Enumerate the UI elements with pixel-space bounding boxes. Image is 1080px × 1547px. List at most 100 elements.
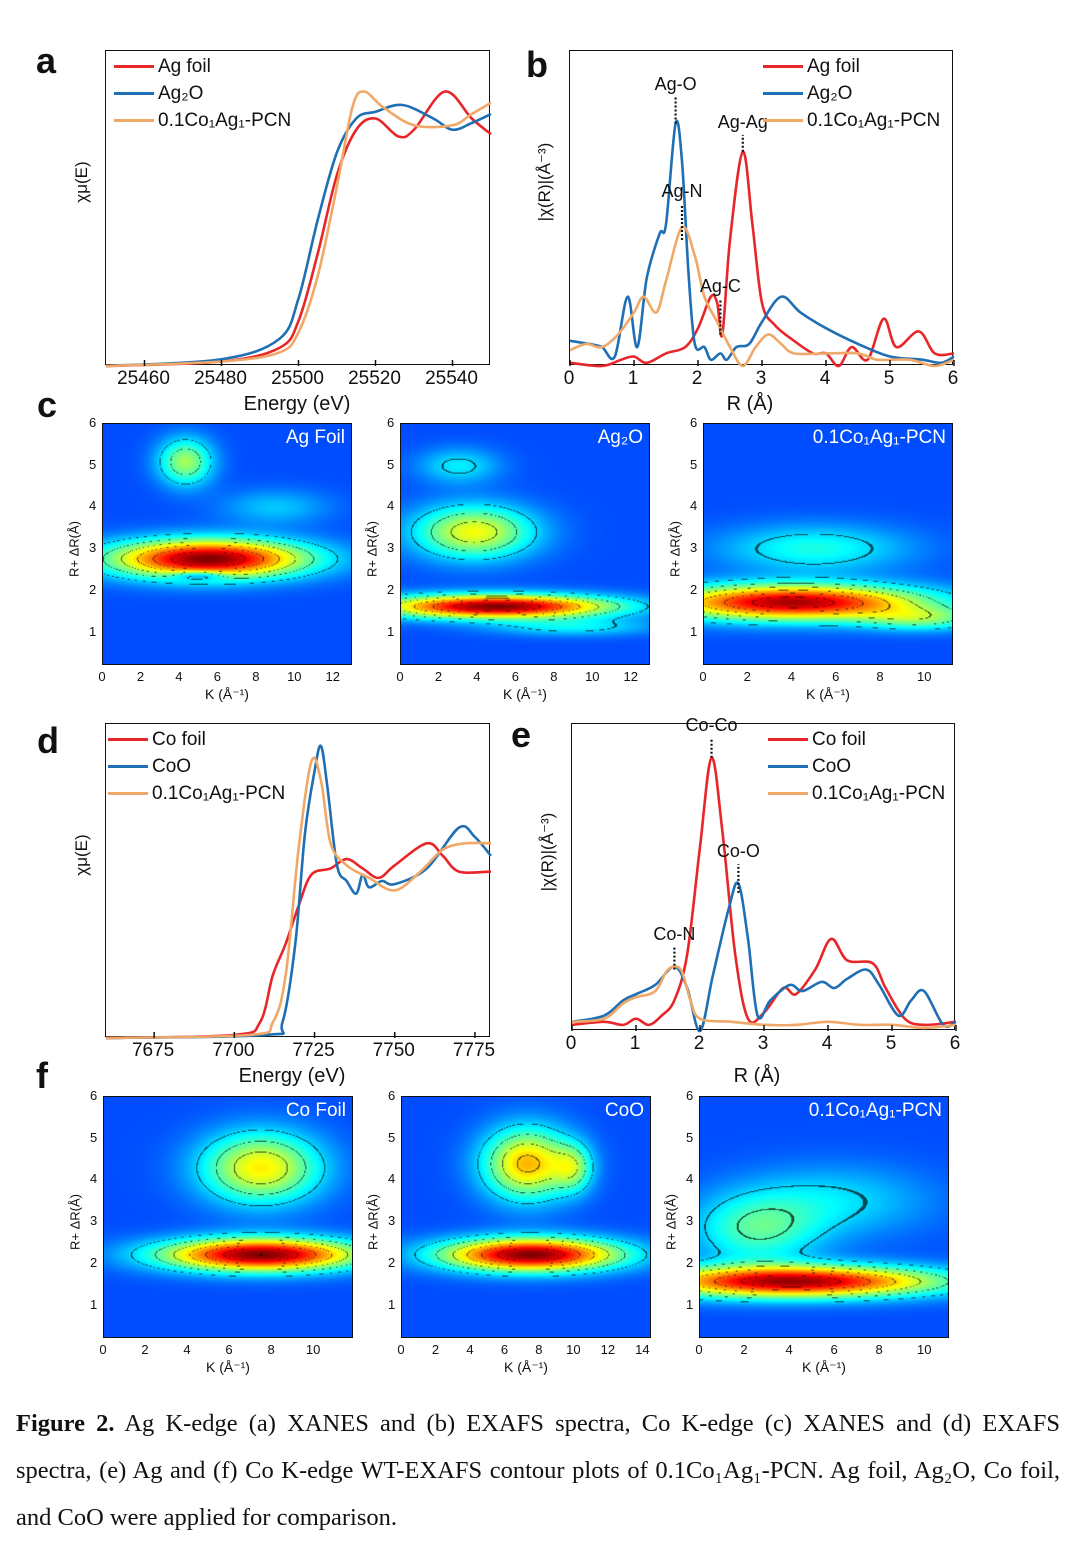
x-tick-label: 7775 — [452, 1040, 496, 1061]
y-axis-title: R+ ΔR(Å) — [67, 1193, 83, 1250]
panel-letter-d: d — [37, 720, 59, 761]
y-tick-label: 2 — [89, 581, 97, 597]
contour-map-f-1: Co Foil — [103, 1096, 353, 1338]
heatmap-canvas — [104, 1097, 352, 1337]
y-tick-label: 3 — [690, 540, 698, 556]
legend-item: Ag foil — [114, 53, 291, 80]
x-tick-label: 2 — [141, 1342, 149, 1357]
x-tick-label: 8 — [875, 1342, 883, 1357]
map-title: Ag Foil — [285, 427, 345, 448]
x-tick-label: 25540 — [425, 368, 478, 389]
x-axis-title: K (Å⁻¹) — [503, 686, 547, 702]
legend-item: Co foil — [768, 726, 945, 753]
x-tick-label: 10 — [917, 669, 932, 684]
legend-item: 0.1Co₁Ag₁-PCN — [763, 107, 940, 134]
x-tick-label: 25460 — [117, 368, 170, 389]
y-tick-label: 6 — [388, 1088, 396, 1103]
x-tick-label: 10 — [566, 1342, 581, 1357]
x-tick-label: 0 — [98, 669, 106, 684]
x-axis-title: K (Å⁻¹) — [806, 686, 850, 702]
contour-map-c-2: Ag₂O — [400, 423, 650, 665]
y-tick-label: 2 — [387, 581, 395, 597]
x-tick-label: 8 — [550, 669, 558, 684]
x-tick-label: 4 — [473, 669, 481, 684]
legend-swatch — [114, 65, 154, 68]
legend-label: 0.1Co₁Ag₁-PCN — [812, 782, 946, 804]
x-tick-label: 2 — [743, 669, 751, 684]
y-tick-label: 5 — [690, 456, 698, 472]
legend: Ag foil Ag₂O 0.1Co₁Ag₁-PCN — [763, 53, 940, 134]
legend-item: CoO — [108, 753, 285, 780]
plot-area-d — [105, 744, 492, 1040]
x-tick-label: 8 — [876, 669, 884, 684]
x-tick-label: 2 — [434, 669, 443, 684]
x-tick-label: 6 — [832, 669, 840, 684]
x-tick-label: 6 — [949, 1033, 961, 1054]
x-axis-title: R (Å) — [726, 393, 774, 415]
x-tick-label: 2 — [693, 1033, 705, 1054]
contour-map-c-1: Ag Foil — [102, 423, 352, 665]
x-tick-label: 0 — [563, 368, 575, 389]
y-axis-title: R+ ΔR(Å) — [364, 520, 380, 577]
caption-label: Figure 2. — [16, 1410, 115, 1437]
heatmap-canvas — [402, 1097, 650, 1337]
x-tick-label: 6 — [225, 1342, 233, 1357]
contour-map-f-3: 0.1Co₁Ag₁-PCN — [699, 1096, 949, 1338]
y-tick-label: 3 — [388, 1213, 396, 1229]
y-tick-label: 5 — [89, 456, 97, 472]
y-tick-label: 1 — [686, 1296, 694, 1312]
y-tick-label: 3 — [90, 1213, 98, 1229]
y-tick-label: 2 — [686, 1254, 694, 1270]
legend: Co foil CoO 0.1Co₁Ag₁-PCN — [108, 726, 285, 807]
x-tick-label: 3 — [755, 368, 767, 389]
x-tick-label: 1 — [627, 368, 639, 389]
annotation-label: Co-O — [716, 841, 760, 862]
legend-item: Ag foil — [763, 53, 940, 80]
series-line-coo — [105, 744, 492, 1040]
legend-label: Ag₂O — [807, 82, 853, 104]
legend-swatch — [108, 792, 148, 795]
x-axis-title: K (Å⁻¹) — [504, 1359, 548, 1375]
y-tick-label: 5 — [388, 1129, 396, 1145]
legend-item: 0.1Co₁Ag₁-PCN — [108, 780, 285, 807]
legend-swatch — [768, 738, 808, 741]
heatmap-canvas — [103, 424, 351, 664]
contour-map-c-3: 0.1Co₁Ag₁-PCN — [703, 423, 953, 665]
x-tick-label: 14 — [635, 1342, 650, 1357]
legend-label: Ag₂O — [158, 82, 204, 104]
x-tick-label: 0 — [699, 669, 707, 684]
plot-area-e — [571, 738, 957, 1033]
x-tick-label: 6 — [500, 1342, 509, 1357]
heatmap-canvas — [700, 1097, 948, 1337]
x-tick-label: 12 — [600, 1342, 616, 1357]
x-tick-label: 4 — [183, 1342, 191, 1357]
y-tick-label: 6 — [387, 415, 395, 430]
legend-swatch — [108, 738, 148, 741]
plot-d: Co foil CoO 0.1Co₁Ag₁-PCN — [105, 723, 492, 1040]
legend-swatch — [108, 765, 148, 768]
x-tick-label: 5 — [885, 1033, 897, 1054]
x-tick-label: 1 — [629, 1033, 641, 1054]
y-axis-title: R+ ΔR(Å) — [66, 520, 82, 577]
series-line-ag-o — [569, 119, 955, 365]
legend-label: Co foil — [812, 728, 866, 750]
y-tick-label: 1 — [690, 623, 698, 639]
y-tick-label: 5 — [387, 456, 395, 472]
x-tick-label: 4 — [785, 1342, 793, 1357]
legend-item: 0.1Co₁Ag₁-PCN — [768, 780, 945, 807]
x-axis-title: K (Å⁻¹) — [206, 1359, 250, 1375]
y-tick-label: 2 — [90, 1254, 98, 1270]
series-line-0-1co-ag-pcn — [569, 225, 955, 368]
x-tick-label: 7675 — [131, 1040, 175, 1061]
x-tick-label: 6 — [947, 368, 959, 389]
panel-letter-f: f — [36, 1055, 48, 1096]
legend-label: Ag foil — [807, 55, 860, 77]
y-tick-label: 5 — [686, 1129, 694, 1145]
x-tick-label: 10 — [287, 669, 302, 684]
annotation-label: Ag-Ag — [717, 111, 768, 132]
legend-label: Ag foil — [158, 55, 211, 77]
series-line-co-foil — [571, 756, 957, 1027]
y-tick-label: 4 — [89, 498, 97, 514]
x-tick-label: 4 — [821, 1033, 833, 1054]
x-tick-label: 6 — [830, 1342, 838, 1357]
